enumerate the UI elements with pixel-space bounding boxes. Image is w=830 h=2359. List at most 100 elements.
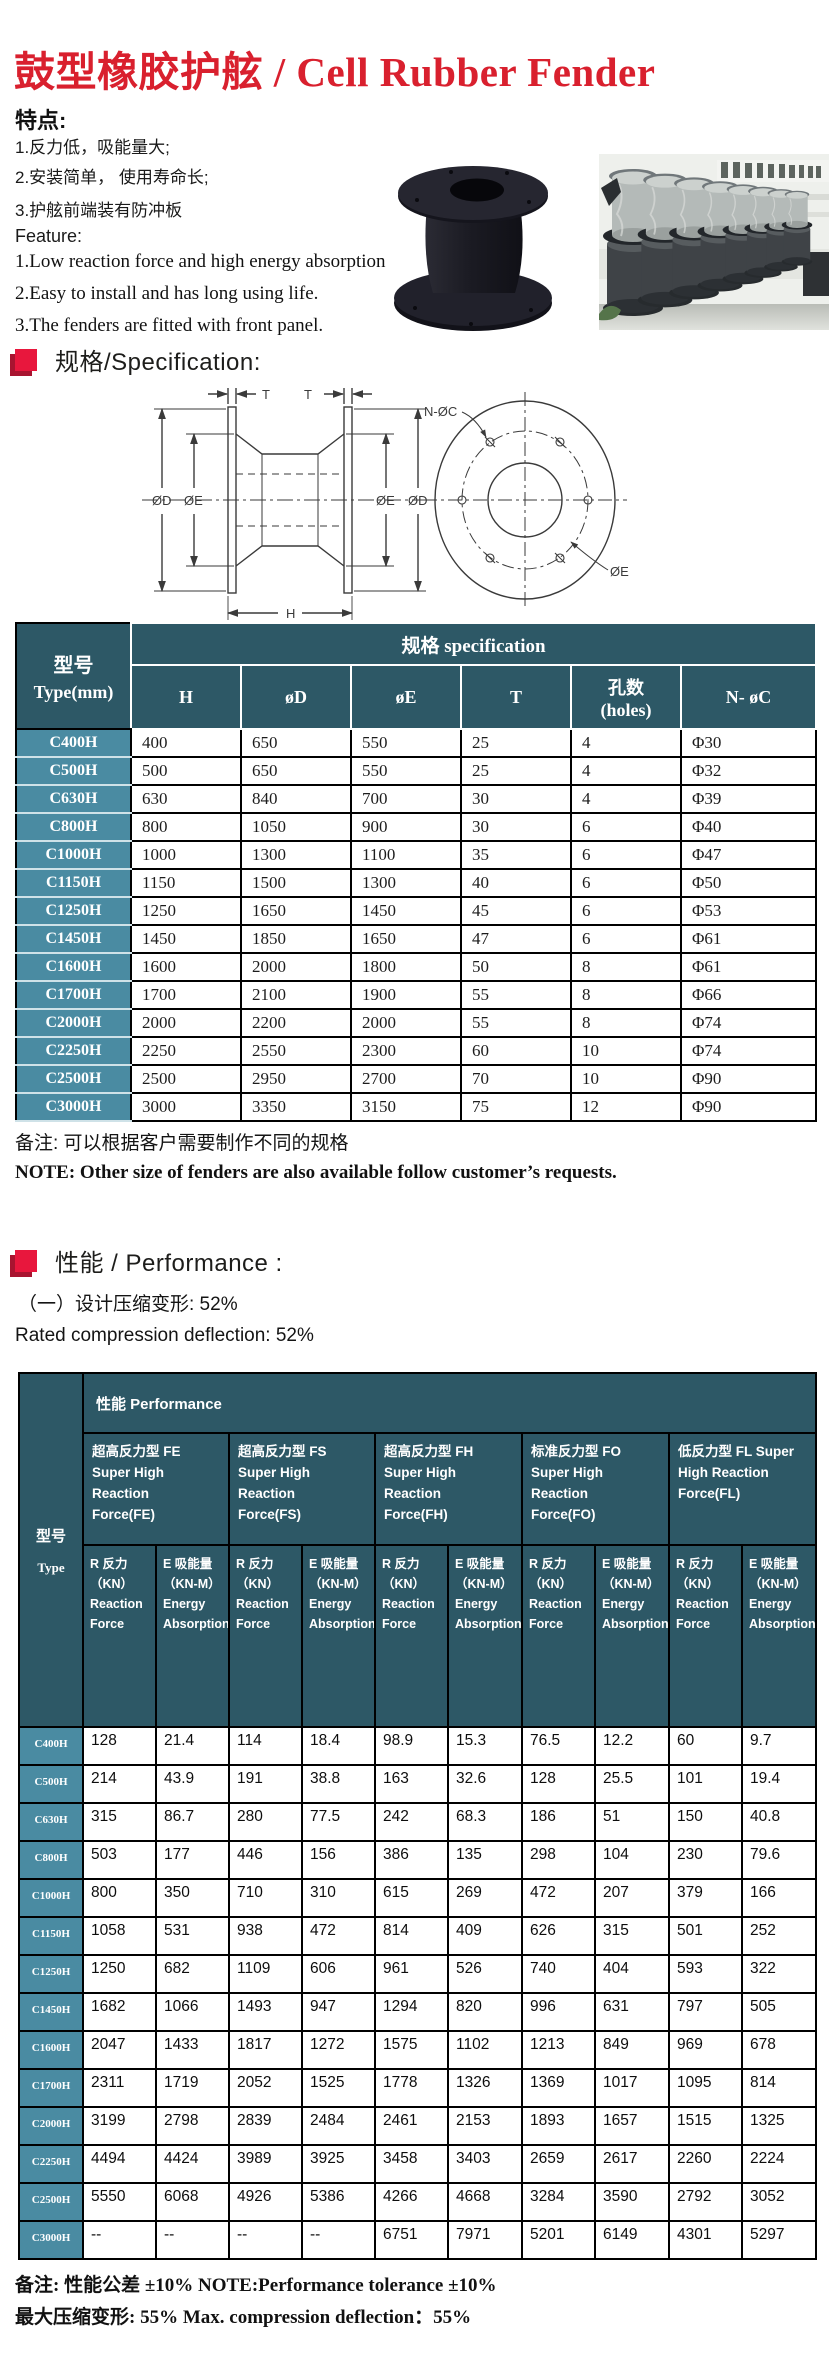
value-cell: 43.9 <box>155 1764 230 1804</box>
value-cell: 252 <box>740 1916 818 1956</box>
value-cell: 6 <box>570 868 682 898</box>
perf-table-body: C400H 128 21.4 114 18.4 98.9 15.3 76.5 12.2 60 9.7… <box>18 1726 818 2260</box>
value-cell: 550 <box>350 728 462 758</box>
value-cell: -- <box>301 2220 376 2260</box>
section-spec: 规格/Specification: <box>15 342 261 377</box>
value-cell: 4 <box>570 784 682 814</box>
table-row: C2000H 2000 2200 2000 55 8 Φ74 <box>15 1008 818 1038</box>
value-cell: 242 <box>374 1802 449 1842</box>
value-cell: 101 <box>668 1764 743 1804</box>
spec-note-zh: 备注: 可以根据客户需要制作不同的规格 <box>15 1133 349 1154</box>
value-cell: 8 <box>570 980 682 1010</box>
value-cell: 6 <box>570 896 682 926</box>
value-cell: 969 <box>668 2030 743 2070</box>
value-cell: 68.3 <box>447 1802 523 1842</box>
model-cell: C630H <box>15 784 132 814</box>
value-cell: Φ61 <box>679 952 818 982</box>
value-cell: 630 <box>130 784 242 814</box>
perf-header-top-row: 型号 Type 性能 Performance <box>18 1372 818 1728</box>
spec-corner-en: Type(mm) <box>33 682 114 702</box>
value-cell: 1066 <box>155 1992 230 2032</box>
value-cell: 177 <box>155 1840 230 1880</box>
value-cell: 18.4 <box>301 1726 376 1766</box>
value-cell: Φ40 <box>679 812 818 842</box>
value-cell: 21.4 <box>155 1726 230 1766</box>
feature-item-en: 2.Easy to install and has long using lif… <box>15 283 319 304</box>
model-cell: C1450H <box>15 924 132 954</box>
value-cell: 75 <box>460 1092 572 1122</box>
value-cell: 386 <box>374 1840 449 1880</box>
value-cell: 2798 <box>155 2106 230 2146</box>
value-cell: 60 <box>460 1036 572 1066</box>
value-cell: 150 <box>668 1802 743 1842</box>
model-cell: C1150H <box>18 1916 84 1956</box>
value-cell: 1450 <box>350 896 462 926</box>
value-cell: 1700 <box>130 980 242 1010</box>
value-cell: 2550 <box>240 1036 352 1066</box>
value-cell: 2250 <box>130 1036 242 1066</box>
value-cell: 4926 <box>228 2182 303 2222</box>
value-cell: 19.4 <box>740 1764 818 1804</box>
table-row: C1000H 800 350 710 310 615 269 472 207 379 166 <box>18 1878 818 1918</box>
section-spec-label: 规格/Specification: <box>55 349 261 376</box>
table-row: C1450H 1450 1850 1650 47 6 Φ61 <box>15 924 818 954</box>
perf-group-fs: 超高反力型 FS Super High Reaction Force(FS) <box>228 1432 376 1546</box>
value-cell: 3925 <box>301 2144 376 2184</box>
value-cell: 1515 <box>668 2106 743 2146</box>
value-cell: 1650 <box>240 896 352 926</box>
table-row: C800H 800 1050 900 30 6 Φ40 <box>15 812 818 842</box>
value-cell: 400 <box>130 728 242 758</box>
value-cell: 1817 <box>228 2030 303 2070</box>
value-cell: 3000 <box>130 1092 242 1122</box>
value-cell: 800 <box>130 812 242 842</box>
value-cell: 3590 <box>594 2182 670 2222</box>
dim-label-oe-front: ØE <box>610 564 629 579</box>
value-cell: 1682 <box>82 1992 157 2032</box>
value-cell: 25.5 <box>594 1764 670 1804</box>
value-cell: 2311 <box>82 2068 157 2108</box>
perf-sub-e: E 吸能量 （KN-M） Energy Absorption <box>301 1544 376 1728</box>
value-cell: 501 <box>668 1916 743 1956</box>
value-cell: 1493 <box>228 1992 303 2032</box>
spec-group-header: 规格 specification <box>129 622 818 666</box>
value-cell: 526 <box>447 1954 523 1994</box>
model-cell: C2000H <box>15 1008 132 1038</box>
value-cell: 1095 <box>668 2068 743 2108</box>
value-cell: 1650 <box>350 924 462 954</box>
value-cell: 2052 <box>228 2068 303 2108</box>
value-cell: 1058 <box>82 1916 157 1956</box>
value-cell: 55 <box>460 1008 572 1038</box>
value-cell: 1250 <box>130 896 242 926</box>
value-cell: 6149 <box>594 2220 670 2260</box>
value-cell: 60 <box>668 1726 743 1766</box>
perf-group-fe: 超高反力型 FE Super High Reaction Force(FE) <box>82 1432 230 1546</box>
perf-header-sub-row: R 反力 （KN） Reaction Force E 吸能量 （KN-M） En… <box>19 1544 818 1728</box>
value-cell: 1525 <box>301 2068 376 2108</box>
value-cell: 1500 <box>240 868 352 898</box>
features-heading-zh: 特点: <box>15 108 67 133</box>
model-cell: C1250H <box>18 1954 84 1994</box>
value-cell: 350 <box>155 1878 230 1918</box>
value-cell: 1017 <box>594 2068 670 2108</box>
value-cell: Φ47 <box>679 840 818 870</box>
value-cell: 4494 <box>82 2144 157 2184</box>
model-cell: C1700H <box>15 980 132 1010</box>
value-cell: 1294 <box>374 1992 449 2032</box>
spec-col-noc: N- øC <box>679 664 818 730</box>
value-cell: 5386 <box>301 2182 376 2222</box>
table-row: C2250H 4494 4424 3989 3925 3458 3403 2659 2617 22… <box>18 2144 818 2184</box>
value-cell: 7971 <box>447 2220 523 2260</box>
table-row: C1250H 1250 682 1109 606 961 526 740 404 593 322 <box>18 1954 818 1994</box>
value-cell: 1050 <box>240 812 352 842</box>
model-cell: C1250H <box>15 896 132 926</box>
value-cell: 2659 <box>521 2144 596 2184</box>
value-cell: 503 <box>82 1840 157 1880</box>
value-cell: 2200 <box>240 1008 352 1038</box>
value-cell: Φ53 <box>679 896 818 926</box>
value-cell: 1450 <box>130 924 242 954</box>
value-cell: 961 <box>374 1954 449 1994</box>
model-cell: C1000H <box>15 840 132 870</box>
value-cell: 1326 <box>447 2068 523 2108</box>
value-cell: Φ30 <box>679 728 818 758</box>
value-cell: -- <box>228 2220 303 2260</box>
